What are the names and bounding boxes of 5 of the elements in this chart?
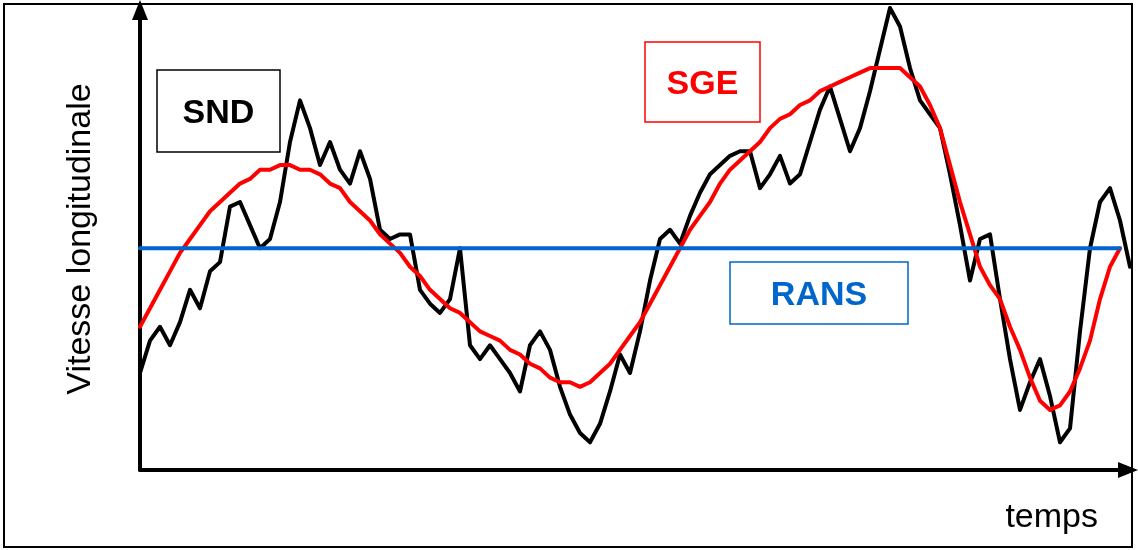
series-label: SGE (666, 63, 739, 101)
series-label: RANS (770, 274, 868, 312)
y-axis-title: Vitesse longitudinale (59, 83, 97, 395)
series-label: SND (182, 92, 255, 130)
x-axis-title: temps (1005, 496, 1099, 534)
